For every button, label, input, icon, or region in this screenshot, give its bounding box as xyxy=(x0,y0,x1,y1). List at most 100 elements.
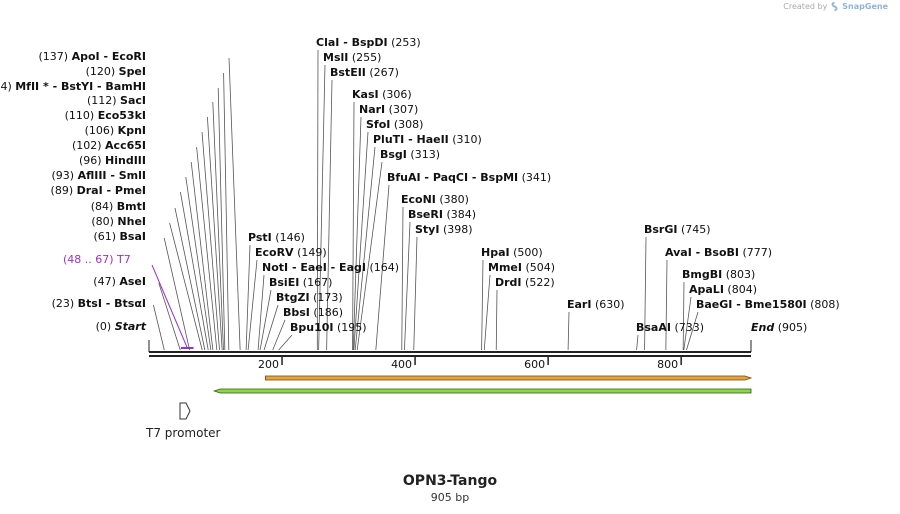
map-title: OPN3-Tango xyxy=(402,473,498,489)
enzyme-site-spei: (120) SpeI xyxy=(86,65,146,78)
enzyme-site-msli: MslI (255) xyxy=(323,51,381,64)
enzyme-site-leader xyxy=(217,87,226,351)
enzyme-site-saci: (112) SacI xyxy=(87,94,146,107)
enzyme-site-leader xyxy=(185,176,212,351)
enzyme-site-bmgbi: BmgBI (803) xyxy=(682,268,755,281)
enzyme-site-leader xyxy=(190,161,214,351)
enzyme-site-leader xyxy=(354,146,376,351)
enzyme-site-leader xyxy=(223,72,230,351)
enzyme-site-leader xyxy=(326,79,333,351)
enzyme-site-leader xyxy=(375,184,390,351)
enzyme-site-kpni: (106) KpnI xyxy=(85,124,146,137)
enzyme-site-leader xyxy=(158,282,181,351)
enzyme-site-afliii-smli: (93) AflIII - SmlI xyxy=(52,169,147,182)
enzyme-site-bfuai-paqci-bspmi: BfuAI - PaqCI - BspMI (341) xyxy=(387,171,551,184)
ruler-label-400: 400 xyxy=(391,358,412,371)
enzyme-site-bsiei: BsiEI (167) xyxy=(269,276,332,289)
enzyme-site-bpu10i: Bpu10I (195) xyxy=(290,321,367,334)
enzyme-site-kasi: KasI (306) xyxy=(352,88,412,101)
enzyme-site-apali: ApaLI (804) xyxy=(689,283,757,296)
enzyme-site-leader xyxy=(665,259,668,351)
enzyme-site-leader xyxy=(196,146,218,351)
ruler-label-800: 800 xyxy=(657,358,678,371)
enzyme-site-apoi-ecori: (137) ApoI - EcoRI xyxy=(39,50,147,63)
enzyme-site-bsaai: BsaAI (733) xyxy=(636,321,704,334)
enzyme-site-drai-pmei: (89) DraI - PmeI xyxy=(51,184,146,197)
enzyme-site-acc65i: (102) Acc65I xyxy=(72,139,146,152)
enzyme-site-leader xyxy=(245,244,251,351)
ruler-label-200: 200 xyxy=(258,358,279,371)
enzyme-site-leader xyxy=(483,274,491,351)
enzyme-site-bsrgi: BsrGI (745) xyxy=(644,223,711,236)
created-by-credit: Created by SnapGene xyxy=(783,2,888,11)
credit-brand: SnapGene xyxy=(842,2,888,11)
enzyme-site-mfii-bstyi-bamhi: (114) MfII * - BstYI - BamHI xyxy=(0,80,146,93)
enzyme-site-leader xyxy=(481,259,484,351)
enzyme-site-hindiii: (96) HindIII xyxy=(79,154,146,167)
enzyme-site-drdi: DrdI (522) xyxy=(495,276,555,289)
enzyme-site-leader xyxy=(495,289,498,351)
enzyme-site-leader xyxy=(683,296,692,351)
enzyme-site-leader xyxy=(153,304,165,351)
ruler-label-600: 600 xyxy=(524,358,545,371)
enzyme-site-leader xyxy=(169,222,203,351)
enzyme-site-bseri: BseRI (384) xyxy=(408,208,476,221)
enzyme-site-leader xyxy=(174,207,206,351)
enzyme-site-pluti-haeii: PluTI - HaeII (310) xyxy=(373,133,482,146)
enzyme-site-leader xyxy=(201,131,220,351)
enzyme-site-ecorv: EcoRV (149) xyxy=(255,246,327,259)
enzyme-site-leader xyxy=(272,319,286,351)
enzyme-site-leader xyxy=(644,236,647,351)
enzyme-site-leader xyxy=(352,116,362,351)
enzyme-site-end: End (905) xyxy=(751,321,807,334)
enzyme-site-leader xyxy=(353,131,369,351)
enzyme-site-styi: StyI (398) xyxy=(415,223,473,236)
enzyme-site-leader xyxy=(567,311,570,351)
enzyme-site-btsi-bts-i: (23) BtsI - BtsαI xyxy=(52,297,146,310)
enzyme-site-bsai: (61) BsaI xyxy=(93,230,146,243)
enzyme-site-hpai: HpaI (500) xyxy=(481,246,543,259)
enzyme-site-eari: EarI (630) xyxy=(567,298,625,311)
enzyme-site-btgzi: BtgZI (173) xyxy=(276,291,343,304)
enzyme-site-eco53ki: (110) Eco53kI xyxy=(65,109,146,122)
enzyme-site-leader xyxy=(686,311,699,351)
enzyme-site-leader xyxy=(404,221,411,351)
snapgene-logo-icon xyxy=(831,2,838,11)
enzyme-site-clai-bspdi: ClaI - BspDI (253) xyxy=(316,36,421,49)
enzyme-site-leader xyxy=(180,191,209,351)
enzyme-site-leader xyxy=(163,237,190,351)
enzyme-site-psti: PstI (146) xyxy=(248,231,305,244)
feature-forward-arrow xyxy=(265,375,753,381)
enzyme-site-leader xyxy=(228,57,241,351)
enzyme-site-leader xyxy=(413,236,418,351)
enzyme-site-econi: EcoNI (380) xyxy=(401,193,469,206)
enzyme-site-leader xyxy=(682,281,685,351)
map-size: 905 bp xyxy=(430,491,470,504)
enzyme-site-avai-bsobi: AvaI - BsoBI (777) xyxy=(665,246,772,259)
t7-promoter-arrow-icon xyxy=(179,402,191,420)
enzyme-site-leader xyxy=(212,101,224,351)
enzyme-site-leader xyxy=(247,259,258,351)
t7-promoter-label: T7 promoter xyxy=(145,426,221,440)
enzyme-site-leader xyxy=(352,101,355,351)
enzyme-site-bsgi: BsgI (313) xyxy=(380,148,440,161)
enzyme-site-baegi-bme1580i: BaeGI - Bme1580I (808) xyxy=(696,298,840,311)
enzyme-site-start: (0) Start xyxy=(96,320,147,333)
enzyme-site-bsteii: BstEII (267) xyxy=(330,66,399,79)
enzyme-site-bmti: (84) BmtI xyxy=(91,200,146,213)
feature-reverse-arrow xyxy=(212,388,752,394)
enzyme-site-nhei: (80) NheI xyxy=(91,215,146,228)
enzyme-site-leader xyxy=(257,274,265,351)
t7-site-leader xyxy=(151,264,188,348)
enzyme-site-bbsi: BbsI (186) xyxy=(283,306,343,319)
enzyme-site-leader xyxy=(263,304,279,351)
enzyme-site-leader xyxy=(207,116,223,351)
enzyme-site-leader xyxy=(316,49,319,351)
enzyme-site-leader xyxy=(356,161,383,351)
enzyme-site-asei: (47) AseI xyxy=(93,275,146,288)
t7-site-label: (48 .. 67) T7 xyxy=(63,253,131,266)
enzyme-site-leader xyxy=(401,206,404,351)
credit-prefix: Created by xyxy=(783,2,828,11)
enzyme-site-noti-eaei-eagi: NotI - EaeI - EagI (164) xyxy=(262,261,399,274)
